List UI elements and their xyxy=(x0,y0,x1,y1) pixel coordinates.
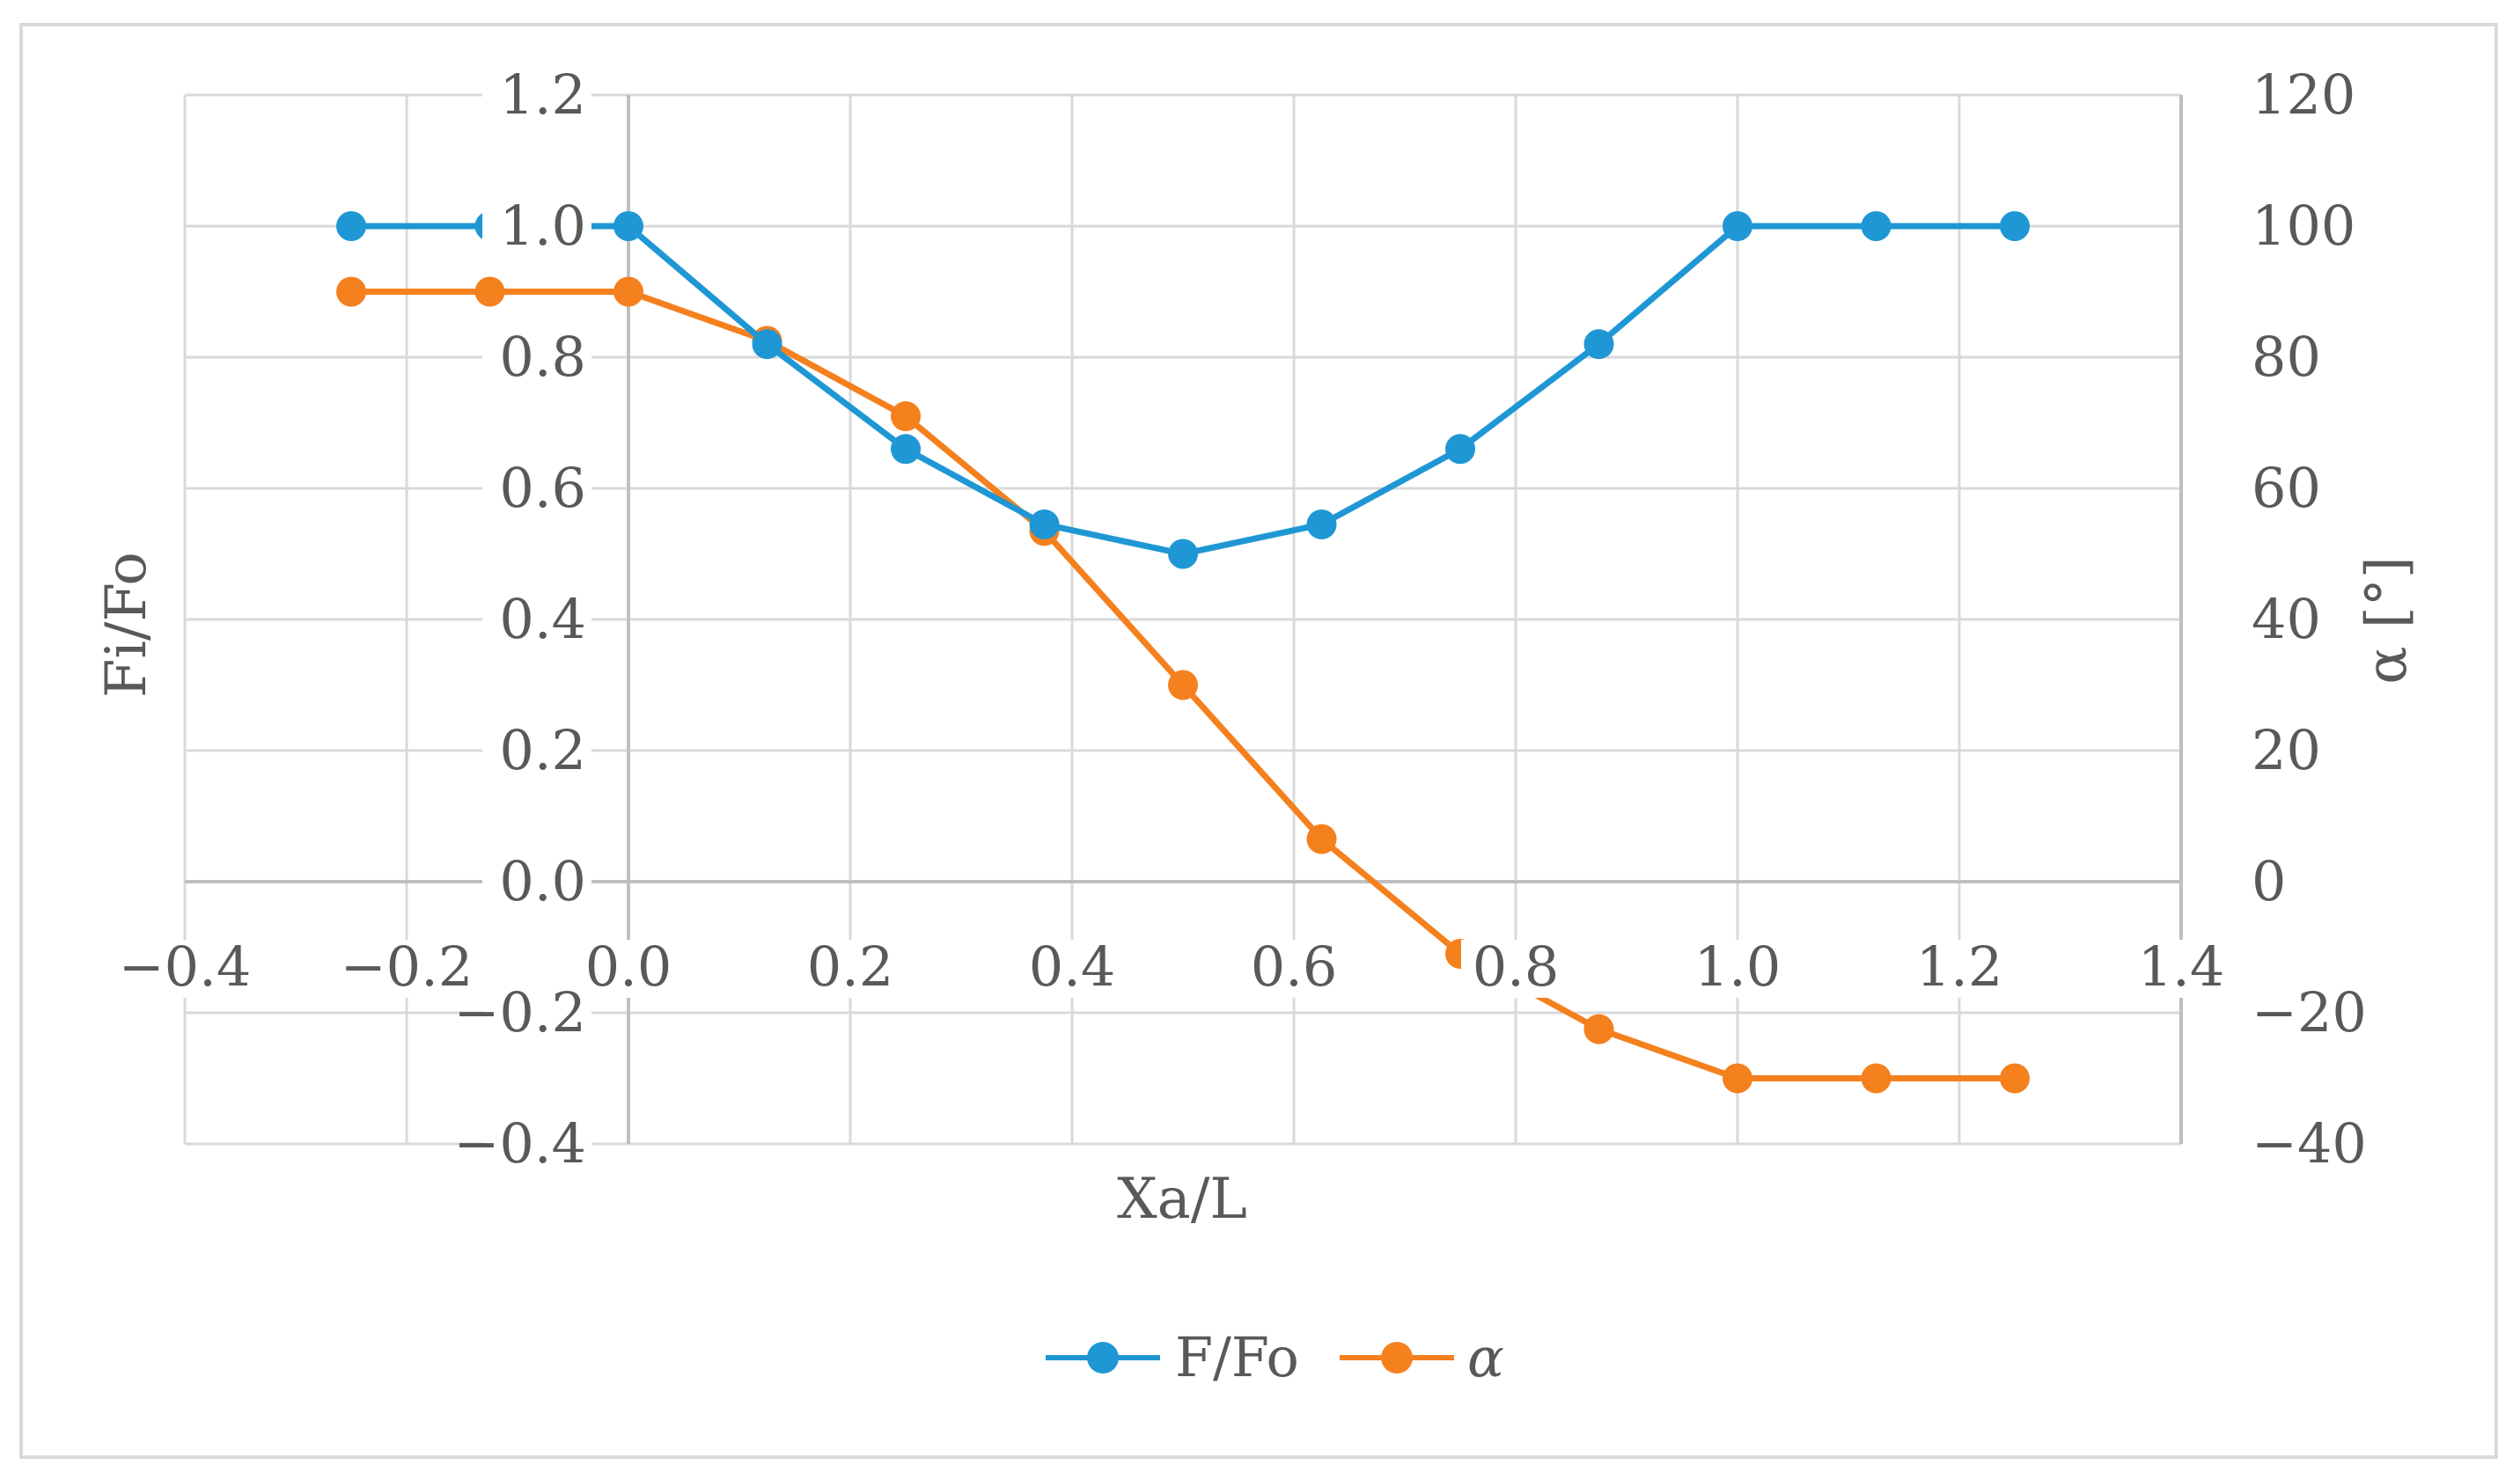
data-point xyxy=(1445,434,1475,465)
x-tick-label-bg xyxy=(130,940,239,998)
x-tick-label: −0.2 xyxy=(341,934,474,999)
data-point xyxy=(1029,509,1060,539)
data-point xyxy=(1168,670,1198,700)
y-tick-label: 0.6 xyxy=(499,456,586,520)
legend-item-alpha: α xyxy=(1340,1325,1504,1389)
y-tick-label: 0.0 xyxy=(499,849,586,913)
y-tick-label-bg xyxy=(482,330,591,388)
x-tick-label-bg xyxy=(1018,940,1127,998)
data-point xyxy=(1723,211,1752,241)
y-tick-label-bg xyxy=(482,199,591,257)
y-tick-label-bg xyxy=(482,854,591,912)
x-tick-label-bg xyxy=(796,940,905,998)
y2-tick-label: 0 xyxy=(2252,849,2286,913)
chart-frame xyxy=(19,23,2498,1459)
x-tick-label: 0.8 xyxy=(1473,934,1560,999)
y-axis-title: Fi/Fo xyxy=(94,552,159,698)
series-ffo xyxy=(336,211,2030,569)
data-point xyxy=(336,276,366,307)
legend-item-ffo: F/Fo xyxy=(1046,1325,1299,1389)
y-tick-label: 1.2 xyxy=(499,62,586,127)
y-tick-label: 0.2 xyxy=(499,718,586,782)
y-axis-tick-labels: −0.4 −0.2 0.0 0.2 0.4 0.6 0.8 1.0 1.2 xyxy=(453,62,591,1176)
x-tick-label-bg xyxy=(352,940,461,998)
x-tick-label: −0.4 xyxy=(119,934,252,999)
series-layer xyxy=(336,211,2030,1094)
data-point xyxy=(1861,211,1892,241)
x-tick-label: 1.4 xyxy=(2138,934,2225,999)
data-point xyxy=(474,276,505,307)
x-tick-label-bg xyxy=(1683,940,1792,998)
data-point xyxy=(1723,1063,1752,1094)
y-tick-label-bg xyxy=(482,461,591,519)
data-point xyxy=(1306,824,1337,854)
data-point xyxy=(336,211,366,241)
y-tick-label-bg xyxy=(482,985,591,1044)
x-tick-label: 1.0 xyxy=(1694,934,1782,999)
data-point xyxy=(613,276,643,307)
data-point xyxy=(2000,211,2030,241)
y-tick-label: −0.2 xyxy=(453,980,586,1044)
y-tick-label-bg xyxy=(482,1117,591,1175)
y2-axis-title: α [°] xyxy=(2355,556,2420,685)
legend-ffo-label: F/Fo xyxy=(1175,1325,1299,1389)
x-tick-label-bg xyxy=(1905,940,2014,998)
y2-tick-label: 20 xyxy=(2252,718,2321,782)
x-tick-label: 0.6 xyxy=(1251,934,1338,999)
data-point xyxy=(752,329,782,360)
x-tick-label: 0.0 xyxy=(585,934,672,999)
legend: F/Fo α xyxy=(1046,1325,1504,1389)
y-tick-label: 0.8 xyxy=(499,325,586,389)
data-point xyxy=(891,434,921,465)
x-tick-label-bg xyxy=(574,940,683,998)
x-tick-label: 0.4 xyxy=(1029,934,1116,999)
y-tick-label: −0.4 xyxy=(453,1111,586,1176)
legend-alpha-marker xyxy=(1381,1342,1413,1374)
y-tick-label-bg xyxy=(482,68,591,126)
series-line xyxy=(351,223,2015,557)
y2-axis-tick-labels: −40 −20 0 20 40 60 80 100 120 xyxy=(2252,62,2367,1176)
y2-tick-label: 100 xyxy=(2252,194,2355,258)
series-alpha xyxy=(336,276,2030,1094)
x-tick-label-bg xyxy=(2127,940,2236,998)
y2-tick-label: 60 xyxy=(2252,456,2321,520)
x-tick-label: 0.2 xyxy=(807,934,894,999)
x-tick-label: 1.2 xyxy=(1916,934,2003,999)
y2-tick-label: 40 xyxy=(2252,587,2321,651)
data-point xyxy=(2000,1063,2030,1094)
y2-tick-label: 80 xyxy=(2252,325,2321,389)
y-tick-label-bg xyxy=(482,592,591,650)
data-point xyxy=(1583,1014,1614,1044)
x-axis-title: Xa/L xyxy=(1117,1167,1247,1232)
x-tick-label-bg xyxy=(1461,940,1570,998)
data-point xyxy=(1861,1063,1892,1094)
x-tick-label-bg xyxy=(1239,940,1348,998)
data-point xyxy=(1168,539,1198,569)
y-tick-label: 0.4 xyxy=(499,587,586,651)
y2-tick-label: 120 xyxy=(2252,62,2355,127)
y-tick-label-bg xyxy=(482,723,591,781)
legend-alpha-label: α xyxy=(1467,1325,1504,1389)
data-point xyxy=(1583,329,1614,360)
legend-ffo-marker xyxy=(1087,1342,1119,1374)
y-tick-label: 1.0 xyxy=(499,194,586,258)
data-point xyxy=(613,211,643,241)
x-axis-tick-labels: −0.4 −0.2 0.0 0.2 0.4 0.6 0.8 1.0 1.2 1.4 xyxy=(119,934,2236,999)
y2-tick-label: −20 xyxy=(2252,980,2367,1044)
data-point xyxy=(891,401,921,432)
y2-tick-label: −40 xyxy=(2252,1111,2367,1176)
data-point xyxy=(1306,509,1337,539)
